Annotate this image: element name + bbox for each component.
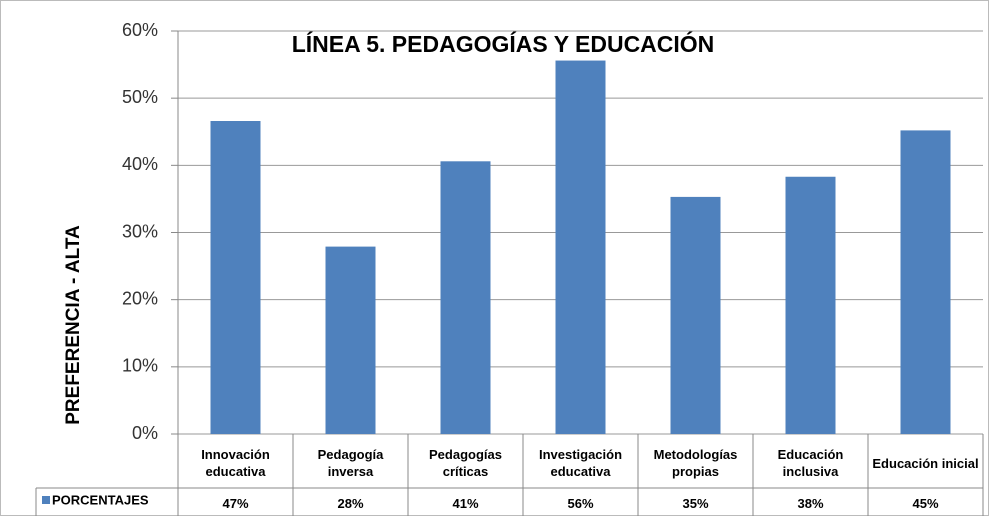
y-tick-label: 50% — [122, 87, 158, 107]
y-axis-label: PREFERENCIA - ALTA — [63, 225, 84, 425]
y-tick-label: 10% — [122, 356, 158, 376]
x-tick-label: Educación inclusiva — [777, 447, 844, 479]
data-label: 38% — [797, 495, 824, 511]
x-tick-label: Metodologías propias — [653, 447, 738, 479]
y-tick-label: 0% — [132, 423, 158, 443]
y-tick-label: 20% — [122, 288, 158, 308]
x-tick-label: Pedagogías críticas — [429, 447, 502, 479]
data-label: 35% — [682, 495, 709, 511]
bar — [440, 161, 491, 434]
y-tick-label: 30% — [122, 221, 158, 241]
x-tick-label: Pedagogía inversa — [317, 447, 384, 479]
bar — [210, 121, 261, 435]
bar — [555, 60, 606, 434]
legend-label: PORCENTAJES — [52, 492, 149, 507]
data-label: 45% — [912, 495, 939, 511]
data-label: 56% — [567, 495, 594, 511]
bar — [670, 196, 721, 434]
bar — [900, 130, 951, 434]
bar — [325, 246, 376, 434]
y-tick-label: 60% — [122, 20, 158, 40]
data-label: 41% — [452, 495, 479, 511]
x-tick-label: Innovación educativa — [201, 447, 270, 479]
chart-title: LÍNEA 5. PEDAGOGÍAS Y EDUCACIÓN — [292, 30, 715, 57]
y-tick-label: 40% — [122, 154, 158, 174]
data-label: 47% — [222, 495, 249, 511]
bar — [785, 176, 836, 435]
x-tick-label: Investigación educativa — [538, 447, 623, 479]
x-tick-label: Educación inicial — [872, 455, 979, 471]
data-label: 28% — [337, 495, 364, 511]
legend-swatch — [42, 496, 50, 504]
